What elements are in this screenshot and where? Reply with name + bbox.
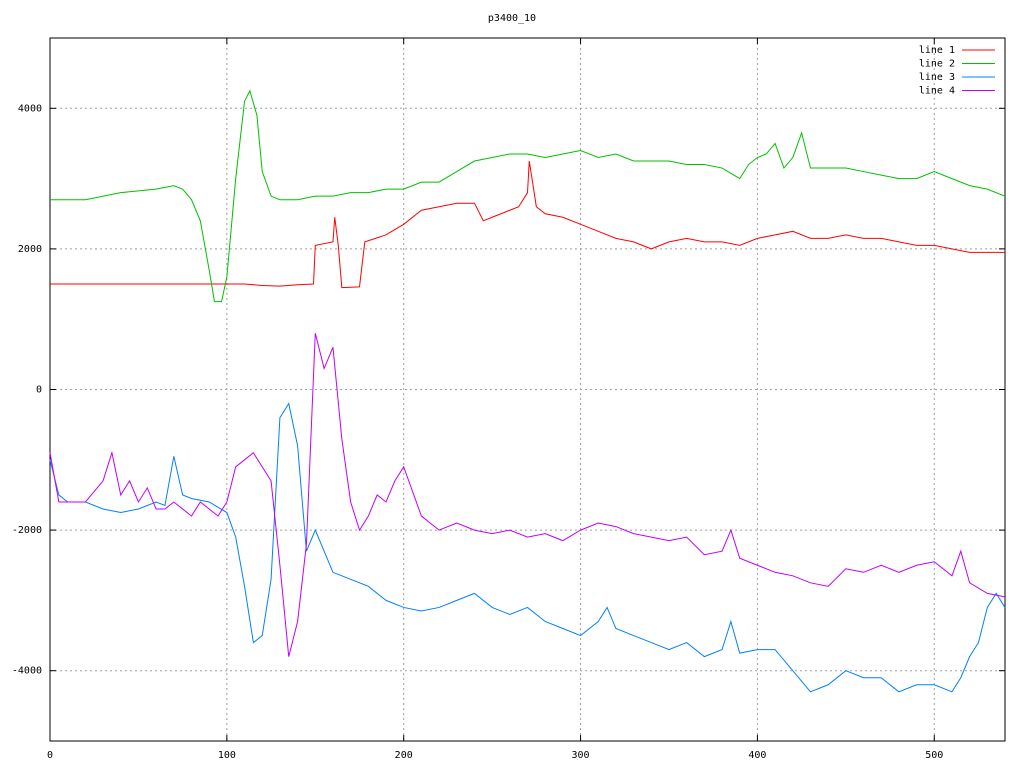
y-tick-label: 2000: [18, 244, 42, 255]
legend-label: line 3: [919, 72, 955, 83]
series-line: [49, 402, 1006, 693]
x-tick-label: 300: [572, 750, 590, 761]
series-line: [50, 89, 1006, 303]
y-tick-label: -4000: [12, 666, 42, 677]
plot-border: [49, 37, 1006, 742]
x-tick-label: 0: [47, 750, 53, 761]
legend-label: line 4: [919, 86, 955, 97]
chart-title: p3400_10: [488, 13, 536, 24]
x-tick-label: 100: [218, 750, 236, 761]
legend-label: line 1: [919, 45, 955, 56]
y-tick-label: 0: [36, 385, 42, 396]
series-line: [50, 160, 1005, 289]
x-tick-label: 200: [395, 750, 413, 761]
x-tick-label: 500: [925, 750, 943, 761]
series-line: [49, 333, 1006, 657]
legend-label: line 2: [919, 59, 955, 70]
x-tick-label: 400: [748, 750, 766, 761]
y-tick-label: -2000: [12, 525, 42, 536]
y-tick-label: 4000: [18, 103, 42, 114]
